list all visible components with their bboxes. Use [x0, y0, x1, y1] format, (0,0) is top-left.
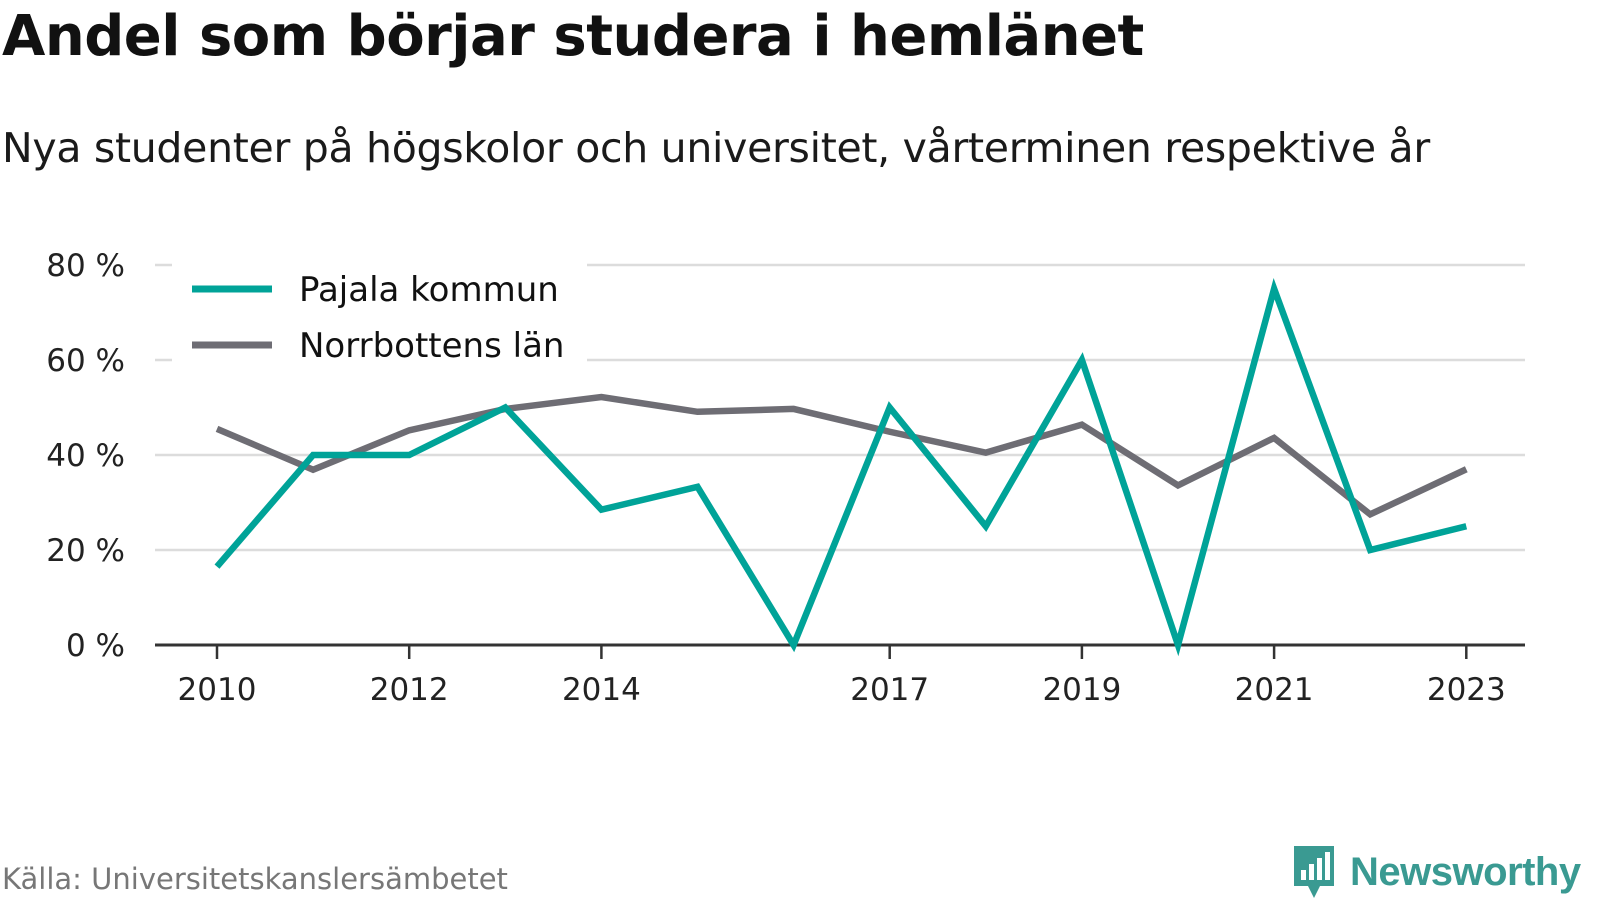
x-tick-label: 2023 [1427, 672, 1506, 708]
y-tick-label: 20 % [46, 533, 125, 569]
x-tick-label: 2010 [178, 672, 257, 708]
y-axis-ticks: 0 % 20 % 40 % 60 % 80 % [46, 248, 125, 664]
y-tick-label: 40 % [46, 438, 125, 474]
x-tick-label: 2014 [562, 672, 641, 708]
x-axis: 2010 2012 2014 2017 2019 2021 2023 [155, 643, 1525, 708]
series-line-1 [215, 393, 1468, 519]
series-line-0 [214, 278, 1468, 657]
brand-logo: Newsworthy [1290, 842, 1581, 902]
bar-chart-speech-bubble-icon [1294, 846, 1334, 898]
brand-name: Newsworthy [1350, 849, 1581, 894]
y-tick-label: 80 % [46, 248, 125, 284]
x-tick-label: 2021 [1235, 672, 1314, 708]
y-tick-label: 60 % [46, 343, 125, 379]
chart-subtitle: Nya studenter på högskolor och universit… [2, 124, 1430, 172]
source-note: Källa: Universitetskanslersämbetet [2, 862, 508, 896]
legend-entry: Norrbottens län [299, 326, 564, 366]
y-tick-label: 0 % [66, 628, 125, 664]
x-tick-label: 2017 [850, 672, 929, 708]
series-lines [214, 278, 1468, 657]
chart-title: Andel som börjar studera i hemlänet [2, 4, 1144, 69]
x-tick-label: 2012 [370, 672, 449, 708]
x-tick-label: 2019 [1042, 672, 1121, 708]
legend-entry: Pajala kommun [299, 270, 559, 310]
legend-background [172, 262, 587, 372]
legend: Pajala kommun Norrbottens län [172, 262, 587, 372]
